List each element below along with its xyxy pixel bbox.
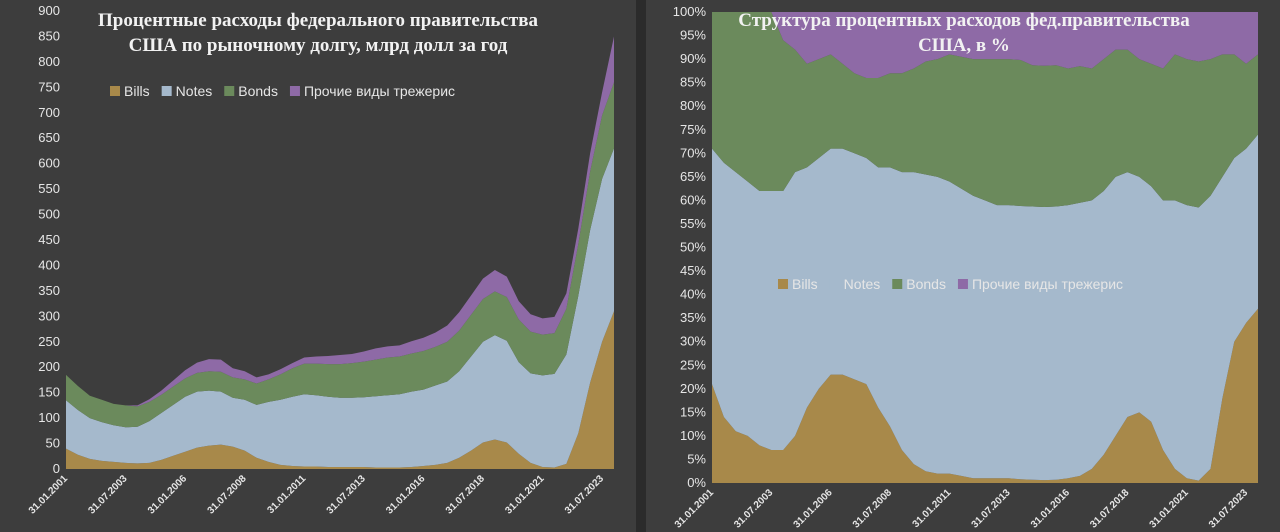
legend-swatch-other xyxy=(957,279,968,289)
y-tick-label: 75% xyxy=(680,122,706,137)
x-tick-label: 31.07.2008 xyxy=(851,487,894,530)
x-tick-label: 31.01.2001 xyxy=(27,473,70,516)
y-tick-label: 350 xyxy=(38,283,60,298)
y-tick-label: 600 xyxy=(38,156,60,171)
y-tick-label: 750 xyxy=(38,79,60,94)
y-tick-label: 550 xyxy=(38,181,60,196)
y-tick-label: 200 xyxy=(38,359,60,374)
chart-title-line: Структура процентных расходов фед.правит… xyxy=(738,10,1190,31)
series-area-notes xyxy=(712,134,1258,481)
x-tick-label: 31.01.2011 xyxy=(911,487,954,530)
series-area-other xyxy=(712,12,1258,78)
legend-label: Bills xyxy=(792,276,818,292)
y-tick-label: 85% xyxy=(680,75,706,90)
x-tick-label: 31.07.2008 xyxy=(206,473,249,516)
y-tick-label: 450 xyxy=(38,232,60,247)
y-tick-label: 60% xyxy=(680,192,706,207)
interest-structure-percent-area-chart: 0% 5% 10% 15% 20% 25% 30% 35% 40% 45% 50% 55% 60% 65%… xyxy=(673,4,1258,531)
legend-swatch-notes xyxy=(829,279,840,289)
y-tick-label: 90% xyxy=(680,51,706,66)
legend-swatch-bonds xyxy=(892,279,903,289)
legend-label: Bills xyxy=(124,83,150,99)
chart-title-line: США по рыночному долгу, млрд долл за год xyxy=(129,35,508,56)
y-tick-label: 0 xyxy=(53,461,60,476)
legend-swatch-bills xyxy=(110,86,120,96)
x-tick-label: 31.01.2021 xyxy=(503,473,546,516)
chart-title-line: США, в % xyxy=(918,35,1010,56)
y-tick-label: 0% xyxy=(687,475,706,490)
y-tick-label: 150 xyxy=(38,385,60,400)
series-area-notes xyxy=(66,148,614,468)
y-tick-label: 35% xyxy=(680,310,706,325)
legend-swatch-bills xyxy=(778,279,788,289)
x-tick-label: 31.07.2013 xyxy=(325,473,368,516)
x-tick-label: 31.01.2011 xyxy=(266,473,309,516)
y-tick-label: 40% xyxy=(680,287,706,302)
x-tick-label: 31.01.2016 xyxy=(384,473,427,516)
legend-label: Notes xyxy=(176,83,213,99)
left-chart-panel: 0 50 100 150 200 250 300 350 400 450 500 550 600 650 7… xyxy=(0,0,636,532)
y-tick-label: 30% xyxy=(680,334,706,349)
y-tick-label: 400 xyxy=(38,257,60,272)
y-tick-label: 100 xyxy=(38,410,60,425)
x-tick-label: 31.01.2016 xyxy=(1029,487,1072,530)
series-area-bills xyxy=(712,308,1258,483)
legend-swatch-other xyxy=(289,86,300,96)
chart-title-line: Процентные расходы федерального правител… xyxy=(98,10,539,31)
panel-divider xyxy=(636,0,646,532)
y-tick-label: 50 xyxy=(46,436,60,451)
y-tick-label: 500 xyxy=(38,207,60,222)
x-tick-label: 31.07.2018 xyxy=(1088,487,1131,530)
y-tick-label: 45% xyxy=(680,263,706,278)
legend-label: Bonds xyxy=(238,83,278,99)
series-area-bonds xyxy=(712,12,1258,208)
legend-label: Notes xyxy=(844,276,881,292)
x-tick-label: 31.01.2006 xyxy=(792,487,835,530)
x-tick-label: 31.07.2023 xyxy=(1207,487,1250,530)
y-tick-label: 850 xyxy=(38,28,60,43)
y-tick-label: 65% xyxy=(680,169,706,184)
y-tick-label: 800 xyxy=(38,54,60,69)
y-tick-label: 100% xyxy=(673,4,707,19)
x-tick-label: 31.07.2018 xyxy=(444,473,487,516)
y-tick-label: 50% xyxy=(680,240,706,255)
y-tick-label: 250 xyxy=(38,334,60,349)
x-tick-label: 31.07.2003 xyxy=(86,473,129,516)
interest-expense-stacked-area-chart: 0 50 100 150 200 250 300 350 400 450 500 550 600 650 7… xyxy=(27,3,614,517)
legend-label: Прочие виды трежерис xyxy=(972,276,1123,292)
y-tick-label: 650 xyxy=(38,130,60,145)
y-tick-label: 5% xyxy=(687,451,706,466)
right-chart-panel: 0% 5% 10% 15% 20% 25% 30% 35% 40% 45% 50% 55% 60% 65%… xyxy=(646,0,1280,532)
y-tick-label: 70% xyxy=(680,145,706,160)
x-tick-label: 31.07.2003 xyxy=(732,487,775,530)
legend-swatch-bonds xyxy=(224,86,235,96)
y-tick-label: 15% xyxy=(680,404,706,419)
x-tick-label: 31.01.2021 xyxy=(1148,487,1191,530)
y-tick-label: 20% xyxy=(680,381,706,396)
x-tick-label: 31.01.2001 xyxy=(673,487,716,530)
y-tick-label: 55% xyxy=(680,216,706,231)
x-tick-label: 31.07.2013 xyxy=(970,487,1013,530)
legend-label: Bonds xyxy=(906,276,946,292)
y-tick-label: 10% xyxy=(680,428,706,443)
y-tick-label: 95% xyxy=(680,28,706,43)
y-tick-label: 700 xyxy=(38,105,60,120)
y-tick-label: 25% xyxy=(680,357,706,372)
legend-swatch-notes xyxy=(161,86,172,96)
legend-label: Прочие виды трежерис xyxy=(304,83,455,99)
y-tick-label: 900 xyxy=(38,3,60,18)
series-area-bonds xyxy=(66,82,614,428)
x-tick-label: 31.01.2006 xyxy=(146,473,189,516)
x-tick-label: 31.07.2023 xyxy=(563,473,606,516)
y-tick-label: 300 xyxy=(38,308,60,323)
y-tick-label: 80% xyxy=(680,98,706,113)
